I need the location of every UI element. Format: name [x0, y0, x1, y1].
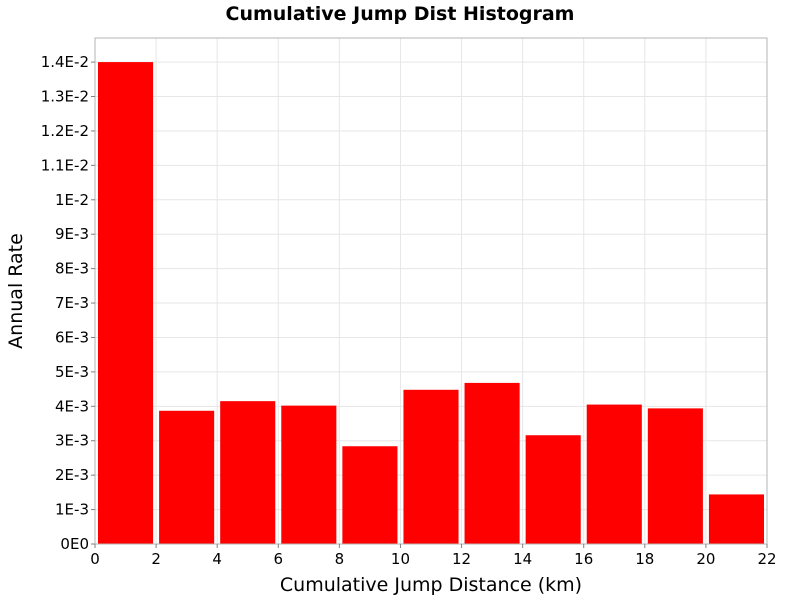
- y-tick-label: 1.2E-2: [41, 122, 89, 140]
- histogram-bar: [220, 401, 276, 544]
- histogram-bar: [159, 410, 215, 544]
- x-tick-label: 12: [452, 550, 471, 568]
- y-axis-label: Annual Rate: [5, 233, 27, 349]
- y-tick-label: 1.4E-2: [41, 53, 89, 71]
- y-tick-label: 1.3E-2: [41, 88, 89, 106]
- histogram-bar: [98, 62, 154, 544]
- y-tick-label: 6E-3: [55, 328, 89, 346]
- bars: [98, 62, 764, 544]
- x-axis: 0 2 4 6 8 10 12 14 16 18 20 22: [90, 544, 777, 568]
- y-tick-label: 8E-3: [55, 260, 89, 278]
- x-tick-label: 22: [757, 550, 776, 568]
- x-axis-label: Cumulative Jump Distance (km): [280, 574, 582, 596]
- x-tick-label: 10: [391, 550, 410, 568]
- x-tick-label: 0: [90, 550, 100, 568]
- y-tick-label: 3E-3: [55, 432, 89, 450]
- y-tick-label: 1E-2: [55, 191, 89, 209]
- x-tick-label: 18: [635, 550, 654, 568]
- y-tick-label: 9E-3: [55, 225, 89, 243]
- x-tick-label: 16: [574, 550, 593, 568]
- chart-title: Cumulative Jump Dist Histogram: [226, 3, 575, 25]
- x-tick-label: 6: [273, 550, 283, 568]
- y-axis: 0E0 1E-3 2E-3 3E-3 4E-3 5E-3 6E-3 7E-3 8E-3 9E-3 1…: [41, 53, 95, 553]
- y-tick-label: 1E-3: [55, 501, 89, 519]
- y-tick-label: 2E-3: [55, 466, 89, 484]
- histogram-bar: [647, 408, 703, 544]
- plot-frame: [94, 37, 768, 545]
- histogram-bar: [586, 404, 642, 544]
- x-tick-label: 20: [696, 550, 715, 568]
- histogram-bar: [708, 494, 764, 544]
- y-tick-label: 5E-3: [55, 363, 89, 381]
- y-tick-label: 0E0: [60, 535, 89, 553]
- y-tick-label: 7E-3: [55, 294, 89, 312]
- histogram-bar: [525, 435, 581, 544]
- histogram-bar: [281, 405, 337, 544]
- y-tick-label: 4E-3: [55, 397, 89, 415]
- histogram-bar: [403, 389, 459, 544]
- x-tick-label: 4: [212, 550, 222, 568]
- x-tick-label: 2: [151, 550, 161, 568]
- histogram-bar: [342, 446, 398, 544]
- y-tick-label: 1.1E-2: [41, 156, 89, 174]
- histogram-bar: [464, 382, 520, 544]
- x-tick-label: 8: [335, 550, 345, 568]
- x-tick-label: 14: [513, 550, 532, 568]
